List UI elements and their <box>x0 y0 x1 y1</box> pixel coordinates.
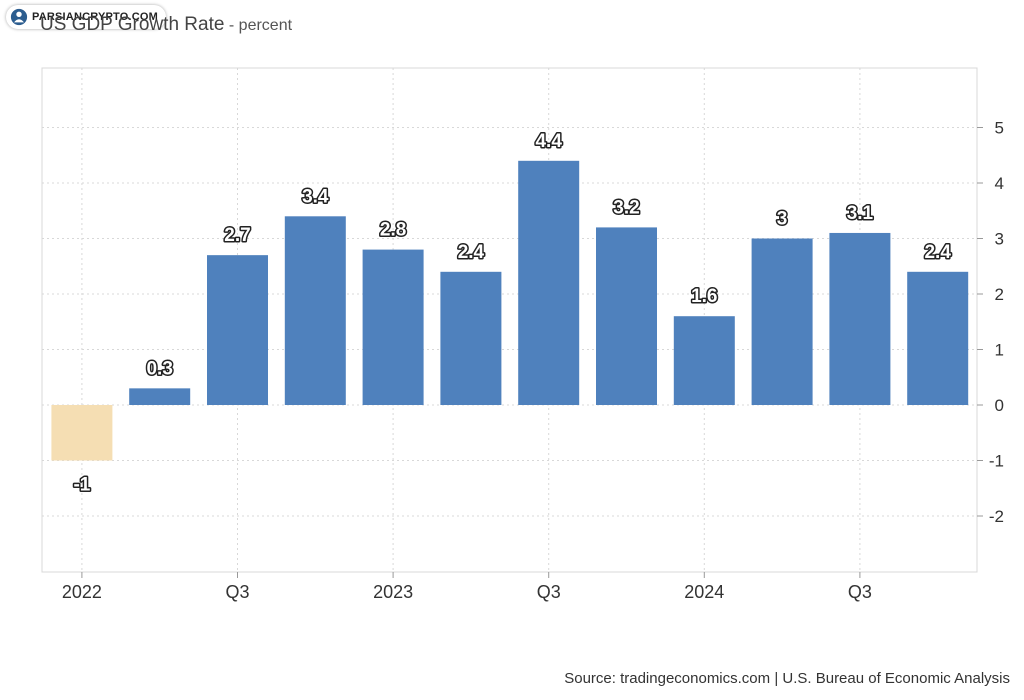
x-tick-label: 2023 <box>373 582 413 602</box>
bar <box>440 271 502 405</box>
y-tick-label: 5 <box>995 119 1004 138</box>
bar <box>751 238 813 405</box>
bar-value-label: 3.2 <box>613 197 639 218</box>
bar <box>829 232 891 405</box>
bar <box>907 271 969 405</box>
bar-value-label: -1 <box>73 475 90 496</box>
y-tick-label: 2 <box>995 285 1004 304</box>
gdp-bar-chart: -1 0.3 2.7 3.4 2.8 2.4 4.4 3.2 1.6 3 3.1 2.4 5 4 3 2 1 0… <box>41 67 1004 603</box>
bar-value-label: 1.6 <box>691 286 717 307</box>
bar-value-label: 2.8 <box>380 220 406 241</box>
bar-value-label: 0.3 <box>146 358 172 379</box>
y-tick-label: -1 <box>989 452 1004 471</box>
chart-title: US GDP Growth Rate <box>40 14 225 35</box>
chart-subtitle: - percent <box>228 17 293 34</box>
bar-value-label: 2.7 <box>224 225 250 246</box>
bar <box>207 255 268 405</box>
bar-value-label: 4.4 <box>535 131 562 152</box>
x-tick-label: Q3 <box>225 582 249 602</box>
bar <box>362 249 424 405</box>
bars <box>51 160 969 461</box>
grid-lines <box>41 67 978 573</box>
bar <box>51 405 113 461</box>
bar-value-label: 2.4 <box>924 242 951 263</box>
bar <box>129 388 191 405</box>
bar-value-label: 3.1 <box>847 203 874 224</box>
y-tick-label: 1 <box>995 341 1004 360</box>
bar-value-label: 3 <box>777 209 788 230</box>
bar <box>284 216 346 405</box>
bar <box>518 160 580 405</box>
bar-value-label: 3.4 <box>302 186 329 207</box>
x-tick-label: Q3 <box>848 582 872 602</box>
y-tick-label: 4 <box>995 174 1004 193</box>
plot-frame <box>41 67 978 573</box>
bar <box>673 316 735 405</box>
person-network-icon <box>10 8 28 26</box>
y-tick-label: 0 <box>995 396 1004 415</box>
watermark-badge: PARSIANCRYPTO.COM <box>6 5 167 29</box>
data-labels: -1 0.3 2.7 3.4 2.8 2.4 4.4 3.2 1.6 3 3.1 2.4 <box>72 129 953 497</box>
y-tick-label: 3 <box>995 230 1004 249</box>
chart-title-row: US GDP Growth Rate - percent <box>40 14 292 36</box>
x-tick-label: Q3 <box>537 582 561 602</box>
bar <box>596 227 657 405</box>
bar-value-label: 2.4 <box>458 242 485 263</box>
x-tick-label: 2022 <box>62 582 102 602</box>
source-note: Source: tradingeconomics.com | U.S. Bure… <box>564 670 1010 687</box>
y-tick-label: -2 <box>989 507 1004 526</box>
watermark-text: PARSIANCRYPTO.COM <box>32 11 159 23</box>
axes: 5 4 3 2 1 0 -1 -2 2022 Q3 2023 Q3 2024 Q3 <box>62 119 1004 603</box>
x-tick-label: 2024 <box>684 582 724 602</box>
